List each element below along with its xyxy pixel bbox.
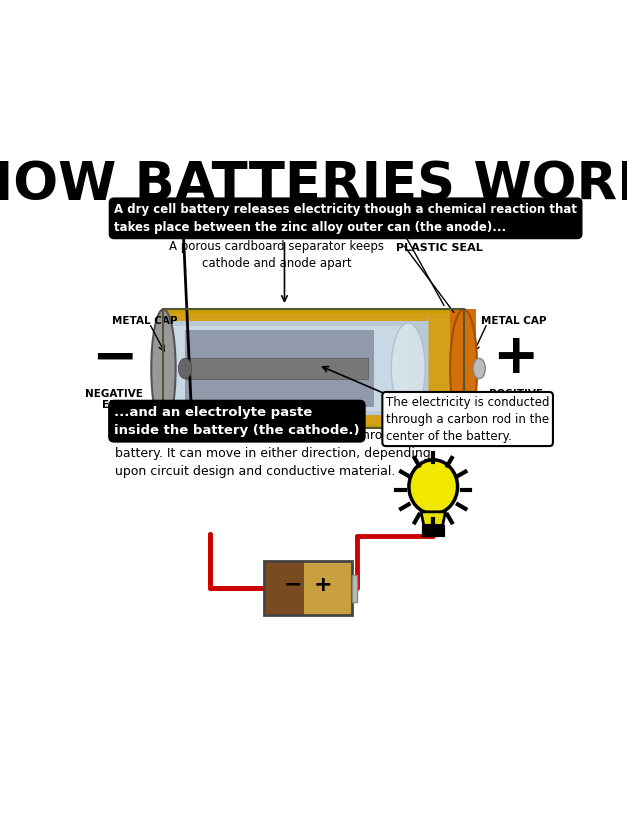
Text: NEGATIVE
END: NEGATIVE END [85, 389, 143, 410]
FancyBboxPatch shape [172, 317, 428, 419]
Bar [450, 309, 476, 428]
Ellipse shape [178, 358, 192, 378]
Text: When a circuit is closed, current flows through the
battery. It can move in eith: When a circuit is closed, current flows … [115, 429, 431, 478]
Text: +: + [492, 331, 539, 385]
Text: A porous cardboard separator keeps
cathode and anode apart: A porous cardboard separator keeps catho… [169, 240, 384, 270]
Text: METAL CAP: METAL CAP [480, 316, 546, 326]
Ellipse shape [473, 358, 485, 378]
Bar [185, 358, 367, 378]
Bar [172, 326, 408, 412]
Text: PLASTIC SEAL: PLASTIC SEAL [396, 243, 483, 253]
Bar [164, 309, 463, 313]
Text: HOW BATTERIES WORK: HOW BATTERIES WORK [0, 159, 627, 211]
Text: EXPANSION GAP: EXPANSION GAP [396, 230, 498, 240]
Polygon shape [421, 512, 445, 525]
Bar [172, 416, 428, 419]
Bar [185, 330, 374, 407]
Text: A dry cell battery releases electricity though a chemical reaction that
takes pl: A dry cell battery releases electricity … [114, 203, 577, 234]
Bar [264, 561, 303, 615]
Text: METAL CAP: METAL CAP [112, 316, 177, 326]
Text: ...and an electrolyte paste
inside the battery (the cathode.): ...and an electrolyte paste inside the b… [114, 406, 360, 437]
Text: OUTER
JACKET: OUTER JACKET [307, 416, 349, 438]
Bar [164, 309, 463, 428]
Ellipse shape [409, 460, 458, 514]
Bar [172, 317, 428, 321]
Text: POSITIVE
END: POSITIVE END [488, 389, 543, 410]
Bar [164, 423, 463, 428]
Bar [303, 561, 352, 615]
Ellipse shape [450, 309, 477, 428]
Text: +: + [314, 574, 332, 595]
Ellipse shape [391, 323, 425, 414]
Bar [352, 574, 357, 602]
Bar [264, 561, 352, 615]
Text: −: − [91, 331, 137, 385]
Ellipse shape [151, 309, 176, 428]
FancyBboxPatch shape [164, 309, 463, 428]
Text: The electricity is conducted
through a carbon rod in the
center of the battery.: The electricity is conducted through a c… [386, 396, 549, 443]
Text: −: − [284, 574, 303, 595]
